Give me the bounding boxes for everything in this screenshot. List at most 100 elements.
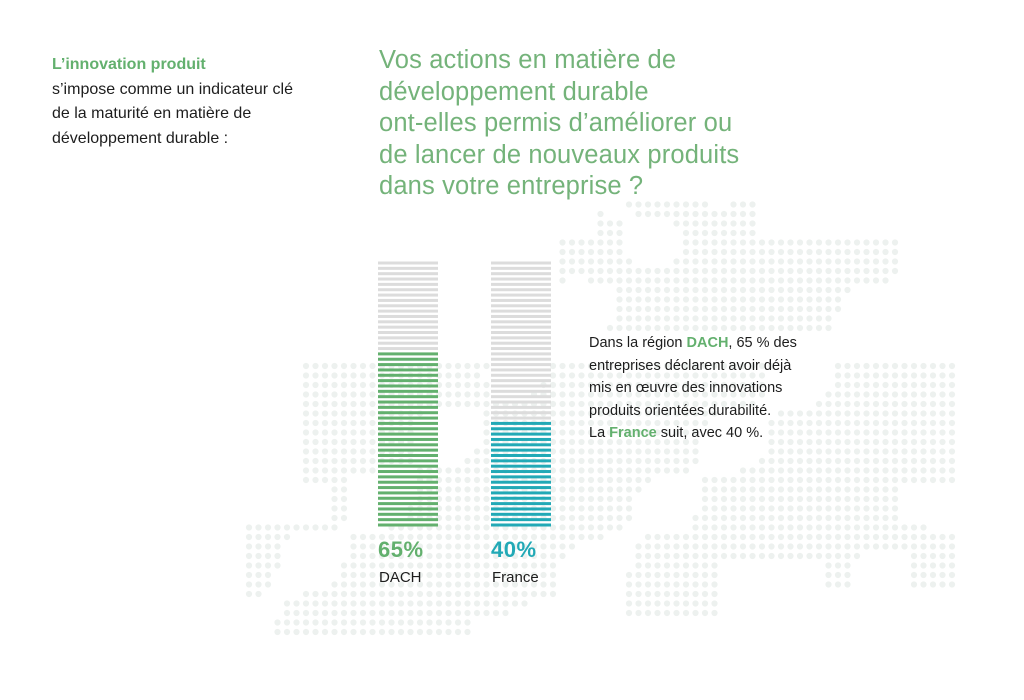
map-dot [568,372,576,379]
map-dot [730,543,737,550]
map-dot [806,305,813,313]
map-dot [530,590,538,598]
bar-stripe-empty [378,325,438,329]
map-dot [483,400,490,408]
map-dot [597,429,604,436]
map-dot [891,429,899,436]
map-dot [435,609,443,617]
map-dot [711,410,718,417]
map-dot [872,362,880,370]
map-dot [758,286,766,294]
map-dot [863,248,870,256]
map-dot [939,391,946,398]
map-dot [359,381,367,389]
map-dot [521,590,528,598]
map-dot [939,571,946,579]
map-dot [730,277,737,284]
map-dot [597,448,604,455]
map-dot [644,419,652,427]
map-dot [654,201,661,208]
map-dot [920,438,927,446]
map-dot [711,362,718,370]
map-dot [302,524,310,531]
map-dot [606,220,614,227]
map-dot [635,305,642,313]
map-dot [644,543,652,550]
bar-stripe-filled [378,453,438,457]
bar-stripe-empty [378,272,438,276]
map-dot [758,239,766,246]
map-dot [749,543,756,550]
map-dot [464,628,471,636]
map-dot [844,438,851,446]
map-dot [939,448,946,455]
map-dot [663,324,671,332]
map-dot [929,372,937,379]
map-dot [682,562,690,569]
map-dot [331,590,338,598]
map-dot [321,609,329,617]
bar-stripe-filled [378,496,438,500]
map-dot [758,362,766,370]
map-dot [312,362,319,370]
map-dot [654,457,661,465]
map-dot [815,296,823,303]
map-dot [910,467,918,474]
map-dot [625,495,633,503]
map-dot [815,400,823,408]
map-dot [654,590,661,598]
map-dot [587,391,595,398]
bar-stripe-filled [491,470,551,474]
map-dot [872,486,880,493]
map-dot [872,533,880,541]
map-dot [654,543,661,550]
map-dot [758,505,766,512]
map-dot [606,514,614,522]
map-dot [378,581,386,588]
map-dot [796,495,804,503]
map-dot [435,581,443,588]
map-dot [910,543,918,550]
map-dot [388,590,395,598]
bar-stripe-filled [378,443,438,447]
map-dot [939,457,946,465]
map-dot [407,571,414,579]
map-dot [321,524,329,531]
map-dot [882,514,889,522]
map-dot [673,286,680,294]
map-dot [606,476,614,484]
map-dot [768,305,775,313]
map-dot [711,495,718,503]
map-dot [901,448,908,455]
map-dot [682,220,690,227]
map-dot [768,239,775,246]
map-dot [920,524,927,531]
map-dot [340,486,348,493]
map-dot [369,457,376,465]
map-dot [492,533,500,541]
map-dot [616,419,623,427]
map-dot [844,514,851,522]
map-dot [853,362,861,370]
map-dot [473,448,481,455]
map-dot [435,533,443,541]
map-dot [635,286,642,294]
map-dot [825,457,832,465]
map-dot [302,600,310,607]
map-dot [359,562,367,569]
map-dot [435,628,443,636]
map-dot [549,372,557,379]
map-dot [720,277,728,284]
map-dot [578,524,585,531]
map-dot [739,201,747,208]
bar-stripe-filled [378,389,438,393]
map-dot [739,391,747,398]
map-dot [416,571,424,579]
map-dot [502,581,509,588]
map-dot [559,400,566,408]
map-dot [739,543,747,550]
map-dot [283,609,291,617]
map-dot [340,400,348,408]
map-dot [625,201,633,208]
map-dot [815,315,823,322]
